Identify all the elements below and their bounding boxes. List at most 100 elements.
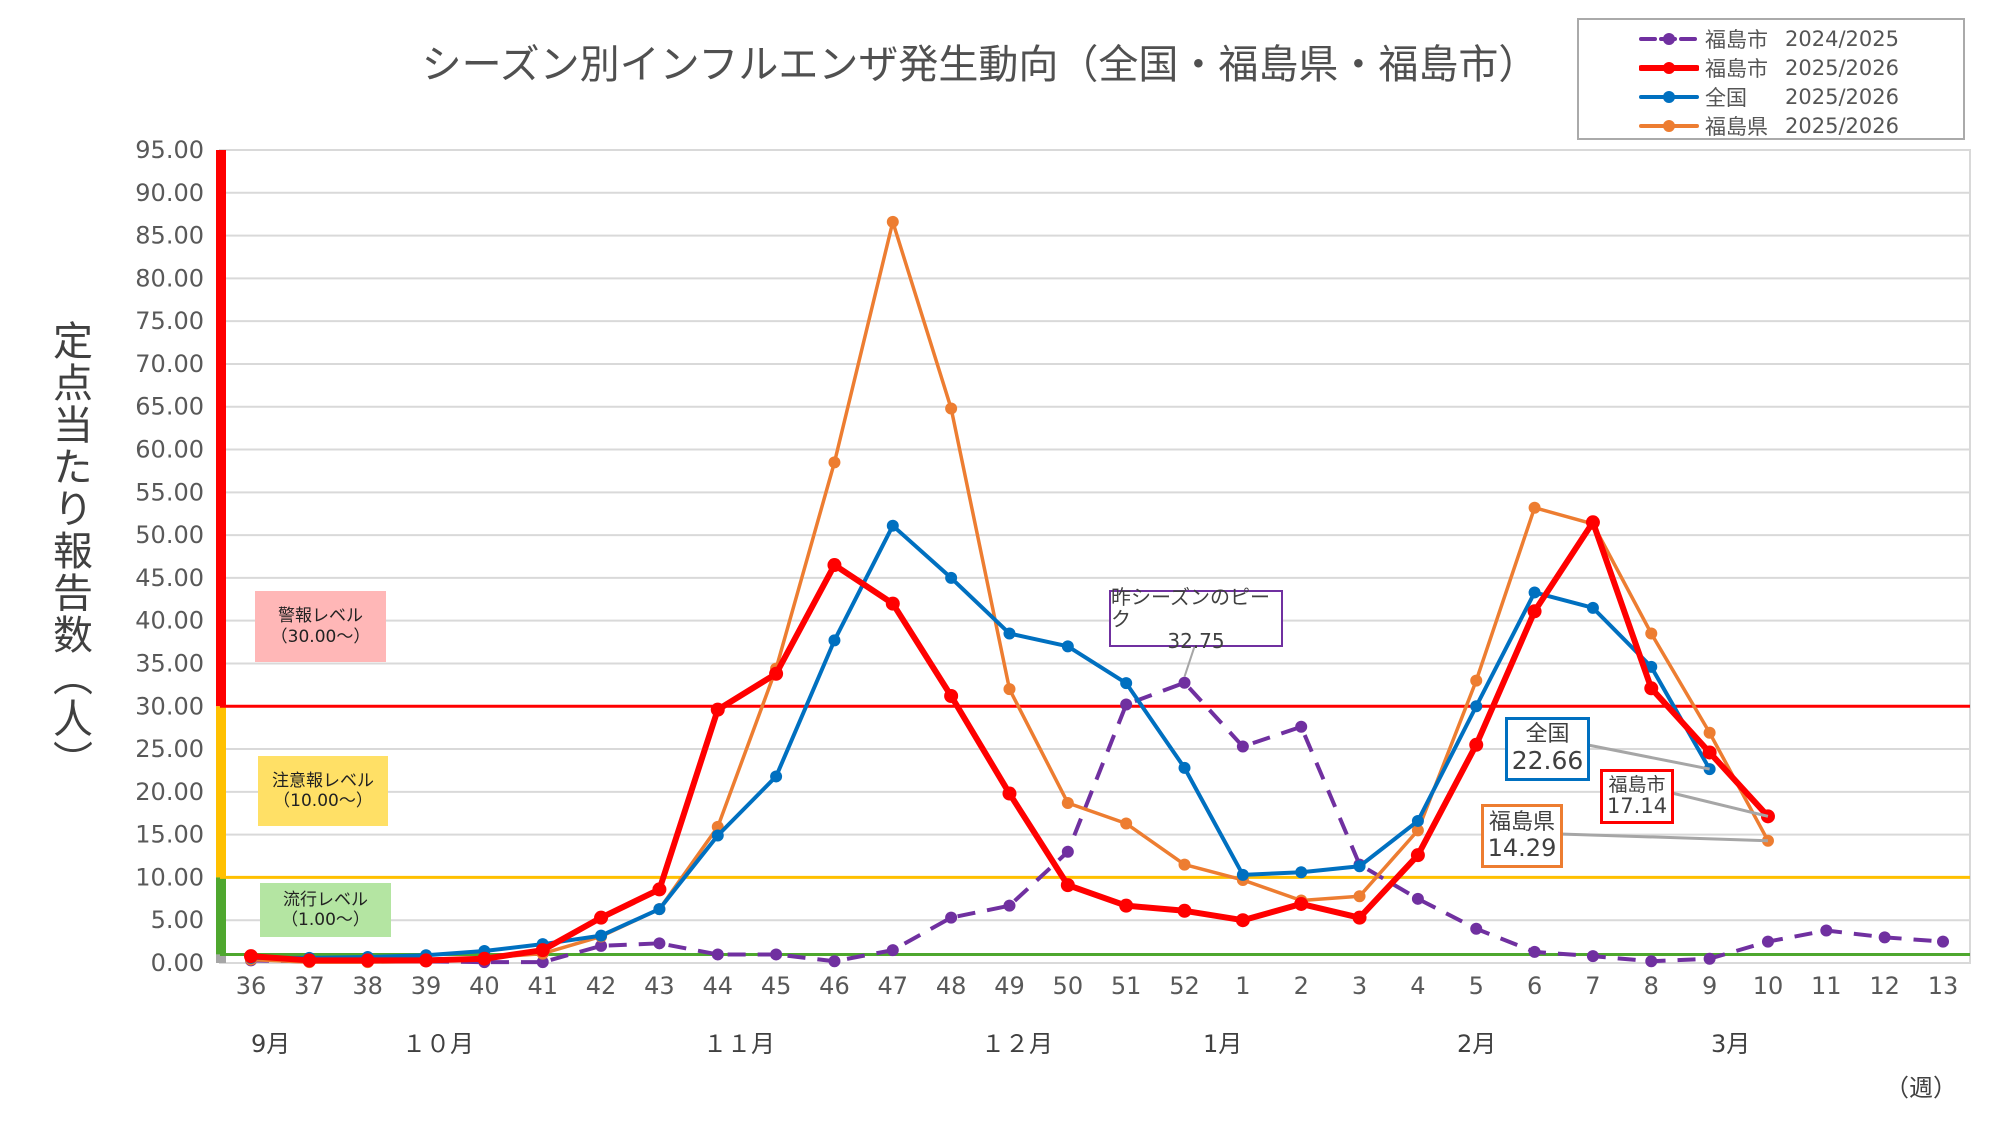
alarm-level-label: 警報レベル （30.00～） — [255, 591, 386, 662]
y-tick-label: 90.00 — [135, 179, 204, 207]
data-point — [828, 456, 841, 469]
data-point — [477, 951, 492, 966]
data-point — [1235, 913, 1250, 928]
data-point — [1295, 720, 1308, 733]
data-point — [1937, 935, 1949, 948]
x-tick-label: 46 — [819, 972, 850, 1000]
legend-season: 2025/2026 — [1785, 114, 1899, 138]
data-point — [1703, 726, 1716, 739]
series-line — [250, 680, 1944, 965]
data-point — [886, 519, 899, 532]
x-tick-label: 45 — [761, 972, 792, 1000]
legend-name: 全国 — [1705, 86, 1747, 110]
data-point — [1178, 676, 1191, 689]
data-point — [1060, 878, 1075, 893]
x-tick-label: 39 — [411, 972, 442, 1000]
data-point — [1002, 786, 1017, 801]
data-point — [886, 944, 899, 957]
data-point — [1645, 660, 1658, 673]
data-point — [1761, 935, 1774, 948]
data-point — [1645, 627, 1658, 640]
level-name: 流行レベル — [283, 889, 368, 910]
x-tick-label: 6 — [1527, 972, 1542, 1000]
x-tick-label: 49 — [994, 972, 1025, 1000]
x-tick-label: 12 — [1869, 972, 1900, 1000]
data-point — [1470, 700, 1483, 713]
leader-line — [1183, 644, 1196, 678]
legend: 福島市 2024/2025 福島市 2025/2026 全国 2025/2026 福島県 20… — [1577, 18, 1965, 140]
y-axis-label: 定点当たり報告数（人） — [46, 320, 92, 782]
y-tick-label: 15.00 — [135, 821, 204, 849]
x-tick-label: 36 — [236, 972, 267, 1000]
data-point — [1469, 737, 1484, 752]
data-point — [828, 955, 841, 968]
y-tick-label: 65.00 — [135, 393, 204, 421]
fukushima-pref-annotation: 福島県 14.29 — [1481, 804, 1563, 868]
x-tick-label: 1 — [1235, 972, 1250, 1000]
alarm-level-bar — [216, 150, 226, 707]
y-tick-label: 30.00 — [135, 692, 204, 720]
data-point — [595, 929, 608, 942]
data-point — [1528, 586, 1541, 599]
data-point — [1120, 817, 1133, 830]
x-tick-label: 2 — [1294, 972, 1309, 1000]
legend-marker-icon — [1639, 120, 1699, 132]
x-tick-label: 7 — [1585, 972, 1600, 1000]
y-tick-label: 35.00 — [135, 649, 204, 677]
data-point — [1470, 674, 1483, 687]
x-tick-label: 4 — [1410, 972, 1425, 1000]
month-label: １２月 — [981, 1030, 1053, 1058]
x-tick-label: 13 — [1928, 972, 1959, 1000]
annotation-label: 福島市 — [1608, 773, 1666, 796]
data-point — [1119, 898, 1134, 913]
data-point — [1411, 814, 1424, 827]
x-tick-label: 50 — [1053, 972, 1084, 1000]
data-point — [302, 953, 317, 968]
y-tick-label: 75.00 — [135, 307, 204, 335]
data-point — [1120, 677, 1133, 690]
data-point — [1294, 896, 1309, 911]
x-tick-label: 51 — [1111, 972, 1142, 1000]
data-point — [1470, 922, 1483, 935]
x-axis-unit: （週） — [1885, 1074, 1957, 1102]
x-tick-label: 9 — [1702, 972, 1717, 1000]
x-tick-label: 38 — [352, 972, 383, 1000]
y-tick-label: 50.00 — [135, 521, 204, 549]
data-point — [1528, 501, 1541, 514]
data-point — [653, 937, 666, 950]
legend-marker-icon — [1639, 62, 1699, 74]
data-point — [1353, 890, 1366, 903]
month-label: １１月 — [703, 1030, 775, 1058]
data-point — [711, 948, 724, 961]
data-point — [1353, 860, 1366, 873]
x-tick-label: 11 — [1811, 972, 1842, 1000]
data-point — [710, 702, 725, 717]
data-point — [945, 571, 958, 584]
legend-name: 福島市 — [1705, 28, 1768, 52]
legend-season: 2024/2025 — [1785, 27, 1899, 51]
y-tick-label: 10.00 — [135, 863, 204, 891]
data-point — [1586, 601, 1599, 614]
data-point — [1177, 903, 1192, 918]
data-point — [944, 688, 959, 703]
data-point — [886, 215, 899, 228]
legend-name: 福島市 — [1705, 57, 1768, 81]
national-annotation: 全国 22.66 — [1505, 717, 1590, 781]
y-tick-label: 70.00 — [135, 350, 204, 378]
data-point — [1527, 604, 1542, 619]
legend-season: 2025/2026 — [1785, 56, 1899, 80]
x-tick-label: 52 — [1169, 972, 1200, 1000]
data-point — [536, 956, 549, 969]
data-point — [360, 953, 375, 968]
leader-line — [1559, 832, 1769, 843]
y-tick-label: 45.00 — [135, 564, 204, 592]
level-range: （1.00～） — [281, 910, 370, 930]
data-point — [595, 939, 608, 952]
data-point — [1061, 845, 1074, 858]
data-point — [1061, 640, 1074, 653]
data-point — [711, 829, 724, 842]
month-label: 3月 — [1711, 1030, 1751, 1058]
x-tick-label: 8 — [1644, 972, 1659, 1000]
month-label: 1月 — [1203, 1030, 1243, 1058]
y-tick-label: 25.00 — [135, 735, 204, 763]
